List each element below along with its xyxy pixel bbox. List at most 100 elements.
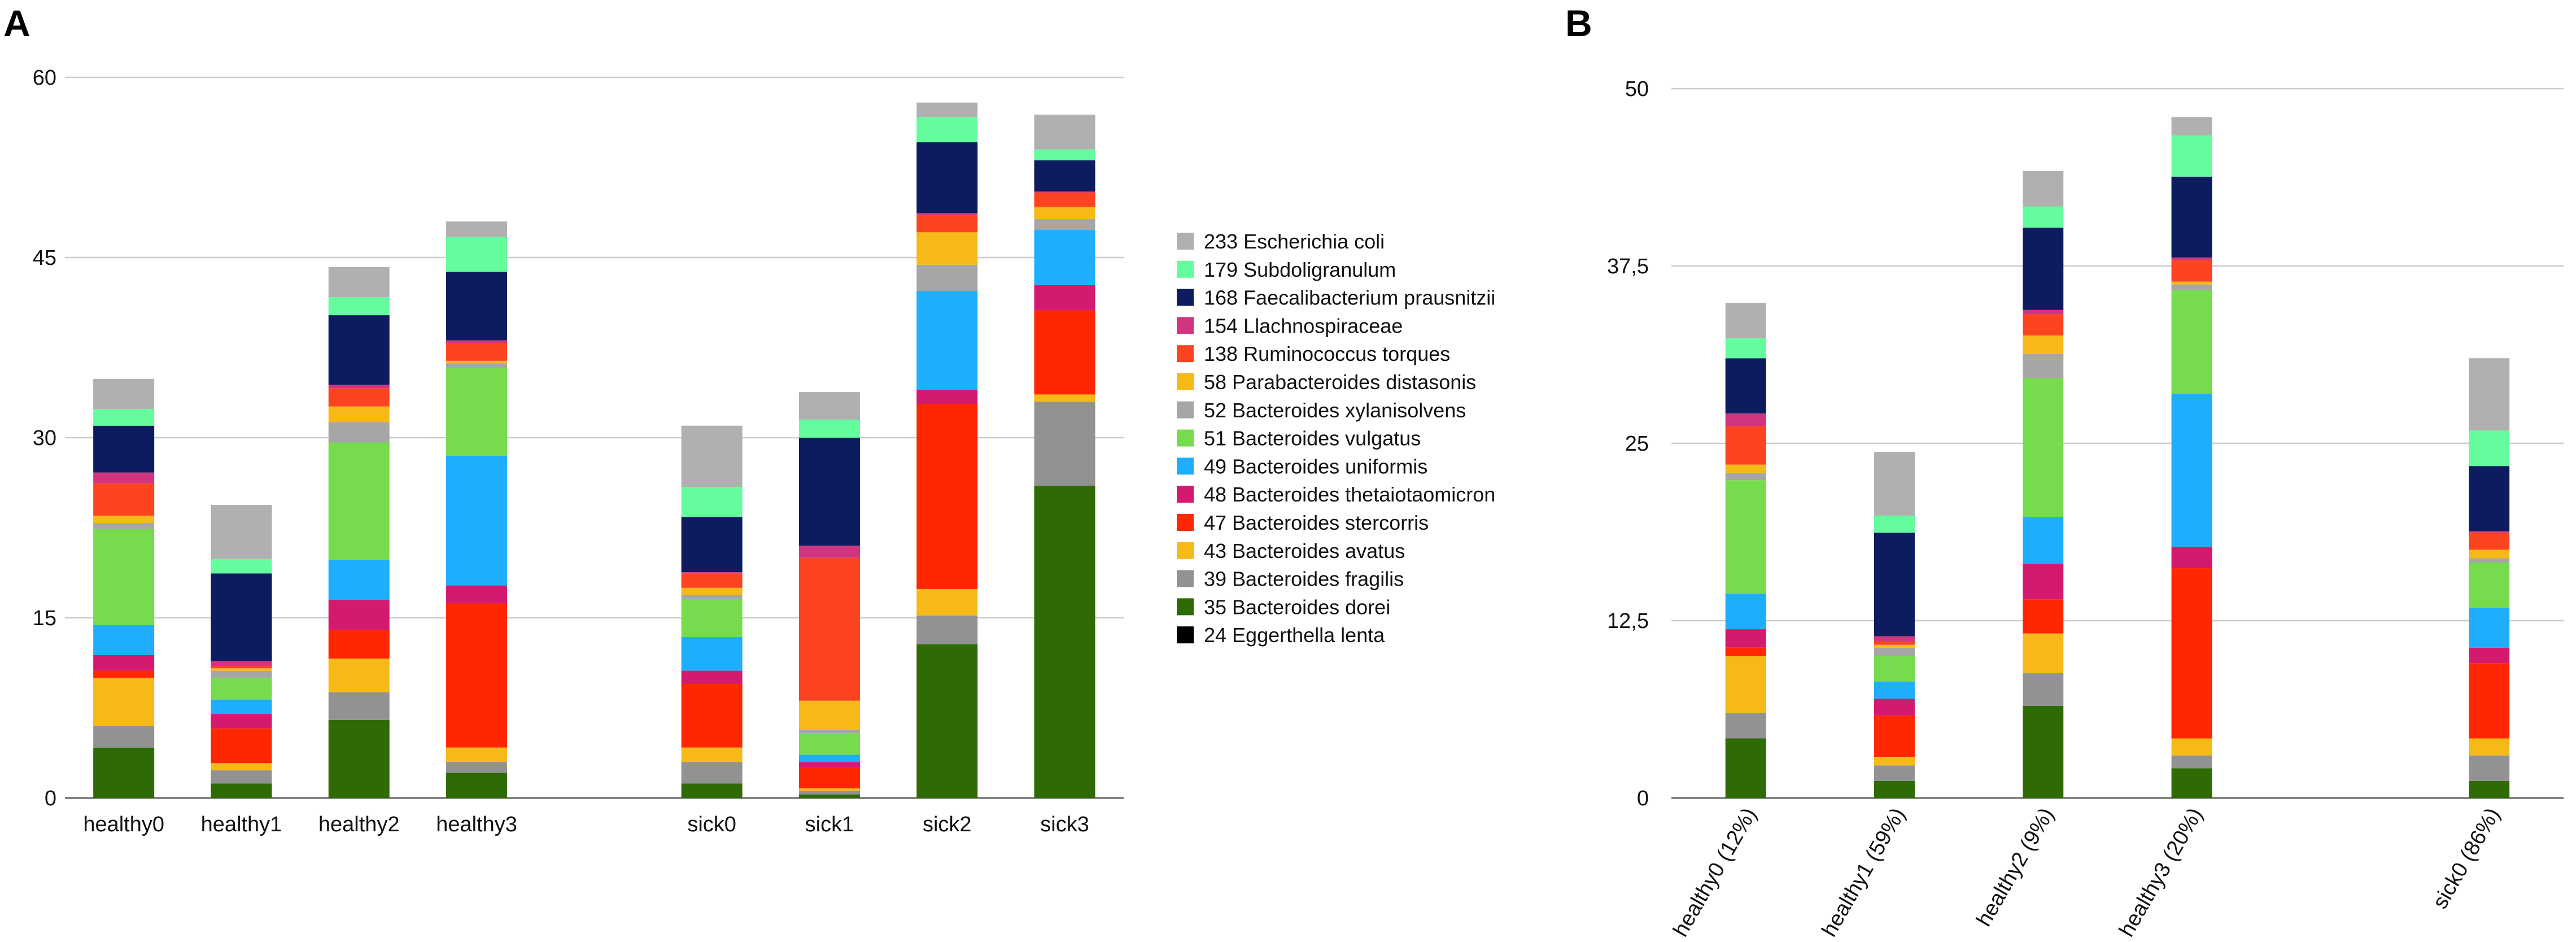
panel-a-segment-49-bacteroides-uniformis-healthy3 [446, 455, 508, 586]
panel-a-segment-154-llachnospiraceae-sick1 [798, 546, 860, 558]
panel-b-x-tick-label: healthy0 (12%) [1669, 804, 1761, 941]
legend-swatch [1177, 457, 1194, 475]
legend-swatch [1177, 260, 1194, 278]
panel-a-segment-47-bacteroides-stercorris-sick1 [798, 767, 860, 788]
panel-a-segment-52-bacteroides-xylanisolvens-sick2 [916, 264, 978, 291]
panel-b-segment-48-bacteroides-thetaiotaomicron-healthy3-20 [2171, 547, 2212, 569]
legend-item-138-ruminococcus-torques: 138 Ruminococcus torques [1177, 342, 1450, 365]
panel-a-bar-sick2 [916, 102, 978, 798]
legend-swatch [1177, 429, 1194, 447]
panel-b-segment-35-bacteroides-dorei-healthy1-59 [1874, 780, 1915, 798]
legend-swatch [1177, 542, 1194, 559]
panel-a-segment-35-bacteroides-dorei-healthy2 [328, 719, 390, 798]
panel-a-x-tick-label: healthy2 [318, 813, 400, 836]
panel-b-segment-179-subdoligranulum-healthy0-12 [1725, 338, 1766, 359]
panel-a-segment-43-bacteroides-avatus-healthy3 [446, 747, 508, 762]
panel-b-bar-healthy0-12 [1725, 303, 1766, 798]
panel-a-segment-233-escherichia-coli-healthy3 [446, 221, 508, 237]
panel-a-segment-138-ruminococcus-torques-sick1 [798, 557, 860, 701]
panel-b-y-tick-label: 0 [1637, 787, 1649, 810]
legend-swatch [1177, 626, 1194, 644]
panel-b-x-tick-label: sick0 (86%) [2428, 804, 2505, 913]
panel-a-segment-52-bacteroides-xylanisolvens-healthy2 [328, 422, 390, 443]
panel-a-segment-58-parabacteroides-distasonis-sick1 [798, 700, 860, 730]
panel-a-segment-49-bacteroides-uniformis-healthy2 [328, 560, 390, 600]
panel-a-segment-51-bacteroides-vulgatus-healthy3 [446, 368, 508, 456]
panel-a-y-tick-label: 15 [33, 607, 56, 630]
panel-b-segment-35-bacteroides-dorei-sick0-86 [2469, 780, 2510, 798]
panel-a-segment-179-subdoligranulum-sick2 [916, 117, 978, 142]
panel-a-segment-58-parabacteroides-distasonis-healthy1 [211, 668, 272, 671]
panel-a-bar-healthy1 [211, 505, 272, 798]
panel-b-segment-39-bacteroides-fragilis-sick0-86 [2469, 755, 2510, 781]
panel-b-segment-138-ruminococcus-torques-sick0-86 [2469, 533, 2510, 550]
panel-b-segment-49-bacteroides-uniformis-sick0-86 [2469, 608, 2510, 648]
panel-a-segment-48-bacteroides-thetaiotaomicron-sick2 [916, 389, 978, 404]
panel-b-y-tick-label: 50 [1625, 77, 1649, 101]
panel-b-segment-179-subdoligranulum-healthy2-9 [2023, 206, 2064, 228]
legend-item-179-subdoligranulum: 179 Subdoligranulum [1177, 258, 1396, 281]
panel-a-x-tick-label: healthy0 [83, 813, 164, 836]
panel-b-bar-healthy2-9 [2023, 171, 2064, 798]
panel-a-segment-51-bacteroides-vulgatus-sick1 [798, 733, 860, 755]
legend-item-52-bacteroides-xylanisolvens: 52 Bacteroides xylanisolvens [1177, 399, 1466, 422]
legend-swatch [1177, 345, 1194, 363]
panel-b-segment-138-ruminococcus-torques-healthy1-59 [1874, 642, 1915, 645]
legend-swatch [1177, 317, 1194, 334]
panel-a-segment-43-bacteroides-avatus-healthy0 [93, 678, 155, 726]
legend: 233 Escherichia coli 179 Subdoligranulum 1… [1177, 230, 1495, 647]
panel-a-segment-48-bacteroides-thetaiotaomicron-sick3 [1034, 285, 1095, 311]
panel-b-segment-168-faecalibacterium-prausnitzii-healthy1-59 [1874, 533, 1915, 636]
panel-a-segment-47-bacteroides-stercorris-healthy0 [93, 670, 155, 678]
panel-b-segment-51-bacteroides-vulgatus-healthy3-20 [2171, 290, 2212, 394]
panel-a-bar-sick1 [798, 392, 860, 798]
panel-a-segment-179-subdoligranulum-sick1 [798, 420, 860, 438]
panel-b-segment-179-subdoligranulum-healthy3-20 [2171, 135, 2212, 177]
legend-label: 52 Bacteroides xylanisolvens [1204, 399, 1466, 422]
panel-a-y-tick-label: 60 [33, 66, 56, 90]
panel-a-letter: A [3, 2, 30, 44]
panel-a-segment-43-bacteroides-avatus-sick3 [1034, 394, 1095, 402]
panel-b-segment-58-parabacteroides-distasonis-sick0-86 [2469, 550, 2510, 559]
panel-a-segment-47-bacteroides-stercorris-healthy1 [211, 728, 272, 764]
panel-a-segment-58-parabacteroides-distasonis-sick3 [1034, 207, 1095, 219]
panel-a-segment-179-subdoligranulum-sick3 [1034, 149, 1095, 160]
panel-a-segment-179-subdoligranulum-healthy1 [211, 559, 272, 574]
panel-b-segment-52-bacteroides-xylanisolvens-healthy3-20 [2171, 284, 2212, 290]
panel-a-segment-48-bacteroides-thetaiotaomicron-sick0 [681, 670, 743, 684]
panel-b-segment-49-bacteroides-uniformis-healthy2-9 [2023, 517, 2064, 564]
panel-a-y-tick-label: 30 [33, 426, 56, 450]
panel-a-segment-48-bacteroides-thetaiotaomicron-healthy3 [446, 585, 508, 604]
legend-item-49-bacteroides-uniformis: 49 Bacteroides uniformis [1177, 455, 1427, 478]
panel-a-segment-233-escherichia-coli-healthy0 [93, 378, 155, 409]
legend-item-154-llachnospiraceae: 154 Llachnospiraceae [1177, 314, 1403, 337]
panel-b-segment-51-bacteroides-vulgatus-sick0-86 [2469, 562, 2510, 608]
panel-b: B 0 12,5 25 37,5 50 healthy0 (12%) healthy1 (5… [1565, 2, 2564, 941]
panel-b-segment-168-faecalibacterium-prausnitzii-healthy2-9 [2023, 228, 2064, 310]
panel-b-bar-sick0-86 [2469, 358, 2510, 798]
panel-a-segment-138-ruminococcus-torques-healthy1 [211, 666, 272, 669]
panel-b-segment-233-escherichia-coli-healthy1-59 [1874, 452, 1915, 516]
legend-label: 154 Llachnospiraceae [1204, 314, 1403, 337]
panel-a-segment-138-ruminococcus-torques-sick2 [916, 215, 978, 233]
panel-b-segment-233-escherichia-coli-sick0-86 [2469, 358, 2510, 431]
panel-a-segment-35-bacteroides-dorei-healthy3 [446, 773, 508, 798]
panel-a-segment-168-faecalibacterium-prausnitzii-healthy1 [211, 573, 272, 661]
panel-a-segment-233-escherichia-coli-sick3 [1034, 114, 1095, 150]
panel-a-segment-233-escherichia-coli-sick1 [798, 392, 860, 420]
legend-item-58-parabacteroides-distasonis: 58 Parabacteroides distasonis [1177, 370, 1476, 394]
panel-a-segment-49-bacteroides-uniformis-sick2 [916, 291, 978, 390]
panel-b-segment-43-bacteroides-avatus-healthy3-20 [2171, 738, 2212, 756]
panel-a-bar-sick0 [681, 425, 743, 798]
panel-a-segment-138-ruminococcus-torques-healthy2 [328, 388, 390, 407]
panel-a-segment-49-bacteroides-uniformis-sick0 [681, 637, 743, 671]
legend-swatch [1177, 486, 1194, 503]
panel-b-segment-168-faecalibacterium-prausnitzii-sick0-86 [2469, 466, 2510, 531]
panel-a-segment-48-bacteroides-thetaiotaomicron-sick1 [798, 762, 860, 768]
panel-a-segment-35-bacteroides-dorei-sick0 [681, 783, 743, 798]
panel-b-segment-43-bacteroides-avatus-healthy2-9 [2023, 633, 2064, 673]
panel-a-segment-168-faecalibacterium-prausnitzii-healthy0 [93, 425, 155, 473]
panel-a-segment-154-llachnospiraceae-sick3 [1034, 191, 1095, 193]
panel-b-segment-154-llachnospiraceae-sick0-86 [2469, 531, 2510, 533]
